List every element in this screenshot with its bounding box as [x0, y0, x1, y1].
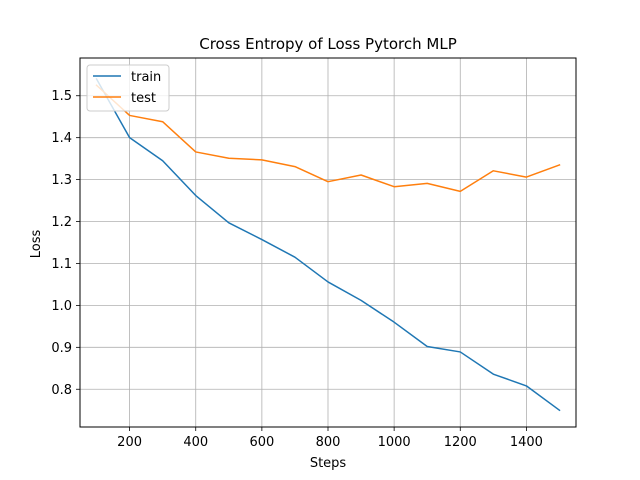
x-tick-label: 1000 [378, 435, 411, 450]
x-tick-label: 200 [117, 435, 142, 450]
grid [80, 58, 576, 427]
y-tick-label: 0.9 [51, 341, 72, 356]
x-axis-label: Steps [310, 456, 347, 471]
y-tick-label: 1.2 [51, 215, 72, 230]
y-tick-label: 1.1 [51, 257, 72, 272]
y-axis-ticks: 0.8 0.9 1.0 1.1 1.2 1.3 1.4 1.5 [51, 89, 80, 398]
legend-label-test: test [131, 91, 156, 106]
y-tick-label: 1.4 [51, 131, 72, 146]
x-tick-label: 800 [316, 435, 341, 450]
y-tick-label: 1.3 [51, 173, 72, 188]
series-line-train [95, 77, 561, 412]
x-tick-label: 400 [183, 435, 208, 450]
x-tick-label: 600 [249, 435, 274, 450]
legend: train test [86, 64, 170, 112]
y-tick-label: 1.5 [51, 89, 72, 104]
y-axis-label: Loss [29, 230, 44, 259]
series-lines [95, 77, 561, 412]
y-tick-label: 0.8 [51, 383, 72, 398]
x-axis-ticks: 200 400 600 800 1000 1200 1400 [117, 427, 543, 450]
chart-title: Cross Entropy of Loss Pytorch MLP [199, 35, 457, 53]
legend-label-train: train [131, 70, 161, 85]
series-line-test [95, 84, 561, 193]
y-tick-label: 1.0 [51, 299, 72, 314]
x-tick-label: 1200 [444, 435, 477, 450]
x-tick-label: 1400 [510, 435, 543, 450]
